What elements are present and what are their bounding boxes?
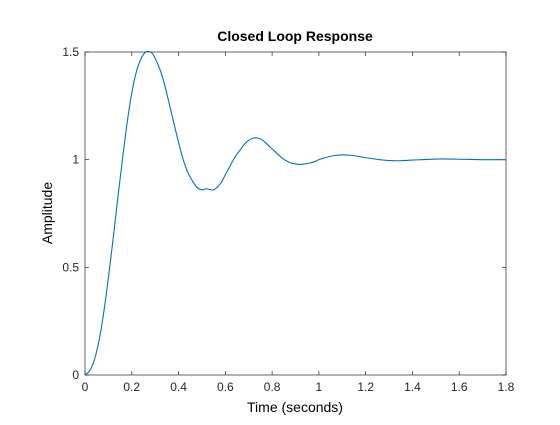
y-tick-label: 0 [72, 368, 79, 382]
x-tick-label: 1.2 [357, 380, 374, 394]
y-axis-label: Amplitude [39, 182, 55, 244]
x-tick-label: 0.6 [217, 380, 234, 394]
x-tick-label: 1.8 [498, 380, 515, 394]
x-tick-label: 1.6 [451, 380, 468, 394]
y-tick-label: 1 [72, 153, 79, 167]
y-tick-label: 1.5 [62, 45, 79, 59]
chart-title: Closed Loop Response [217, 28, 373, 44]
x-axis-label: Time (seconds) [247, 399, 343, 415]
x-tick-label: 0.8 [264, 380, 281, 394]
x-tick-label: 1 [316, 380, 323, 394]
plot-area [84, 51, 507, 376]
series-line [84, 50, 506, 376]
x-tick-label: 1.4 [404, 380, 421, 394]
x-tick-label: 0 [82, 380, 89, 394]
y-tick-label: 0.5 [62, 260, 79, 274]
series-group [84, 50, 506, 376]
tick-group: 0 0.2 0.4 0.6 0.8 1 1.2 1.4 1.6 1.8 0 0.5 1 1.5 [62, 45, 514, 394]
x-tick-label: 0.2 [123, 380, 140, 394]
x-tick-label: 0.4 [170, 380, 187, 394]
